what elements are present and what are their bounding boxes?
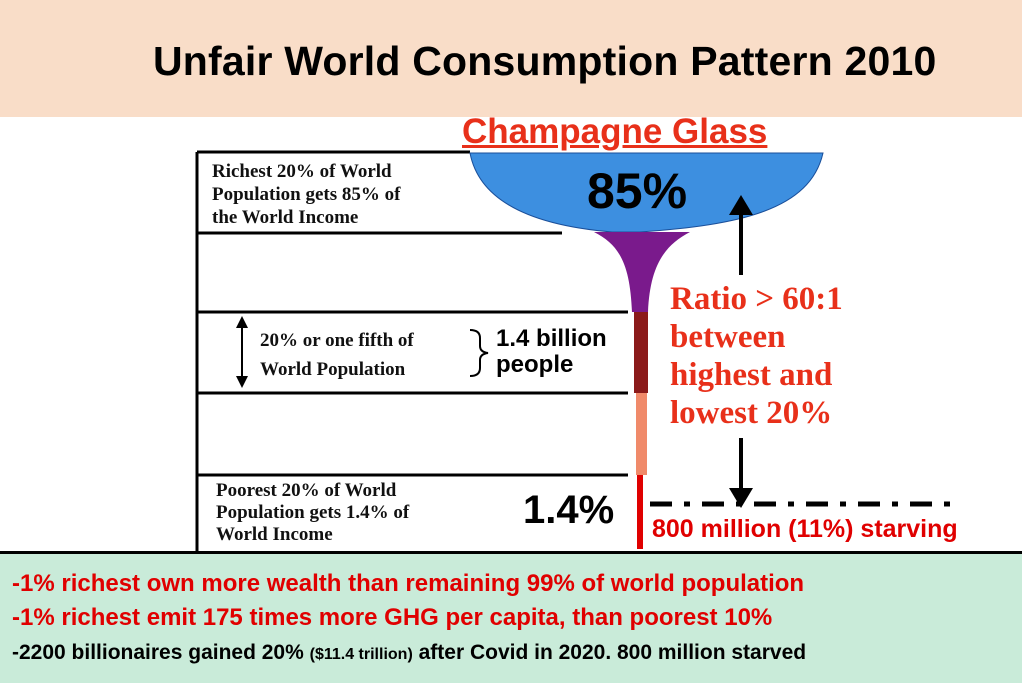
band-arrow-up [236, 316, 248, 328]
starving-label: 800 million (11%) starving [652, 515, 958, 543]
poorest-line-3: World Income [216, 524, 333, 545]
curly-brace [469, 329, 489, 377]
glass-neck [594, 232, 690, 312]
fifth-line-2: World Population [260, 359, 406, 380]
header-band [0, 0, 1022, 117]
fifth-text: 20% or one fifth of World Population [260, 326, 414, 384]
footer-bullet-2: -1% richest emit 175 times more GHG per … [12, 604, 773, 631]
fifth-line-1: 20% or one fifth of [260, 330, 414, 351]
ratio-text: Ratio > 60:1 between highest and lowest … [670, 280, 843, 432]
poorest-line-1: Poorest 20% of World [216, 480, 397, 501]
band-arrow-down [236, 376, 248, 388]
glass-title: Champagne Glass [462, 112, 768, 151]
ratio-line-1: Ratio > 60:1 [670, 281, 843, 317]
billion-line-2: people [496, 351, 574, 378]
ratio-line-4: lowest 20% [670, 395, 833, 431]
ratio-line-2: between [670, 319, 786, 355]
richest-line-2: Population gets 85% of [212, 184, 401, 205]
ratio-arrow-up-head [729, 195, 753, 215]
billion-text: 1.4 billion people [496, 326, 607, 378]
ratio-line-3: highest and [670, 357, 833, 393]
richest-line-3: the World Income [212, 207, 359, 228]
richest-line-1: Richest 20% of World [212, 161, 392, 182]
footer-bullet-3-part-c: after Covid in 2020. 800 million starved [412, 641, 807, 664]
billion-line-1: 1.4 billion [496, 325, 607, 352]
stem-segment-3 [636, 393, 647, 475]
bottom-percent-label: 1.4% [523, 488, 615, 532]
footer-bullet-1: -1% richest own more wealth than remaini… [12, 570, 805, 597]
poorest-line-2: Population gets 1.4% of [216, 502, 410, 523]
ratio-arrow-down-head [729, 488, 753, 508]
top-percent-label: 85% [587, 163, 688, 219]
richest-text: Richest 20% of World Population gets 85%… [212, 160, 400, 229]
page-title: Unfair World Consumption Pattern 2010 [153, 38, 937, 84]
stem-segment-4 [637, 475, 643, 549]
footer-bullet-3-part-a: -2200 billionaires gained 20% [12, 641, 310, 664]
footer-bullet-3: -2200 billionaires gained 20% ($11.4 tri… [12, 641, 806, 665]
poorest-text: Poorest 20% of World Population gets 1.4… [216, 480, 409, 546]
stem-segment-2 [634, 312, 648, 393]
footer-bullet-3-part-b: ($11.4 trillion) [309, 646, 413, 663]
footer-band [0, 551, 1022, 683]
